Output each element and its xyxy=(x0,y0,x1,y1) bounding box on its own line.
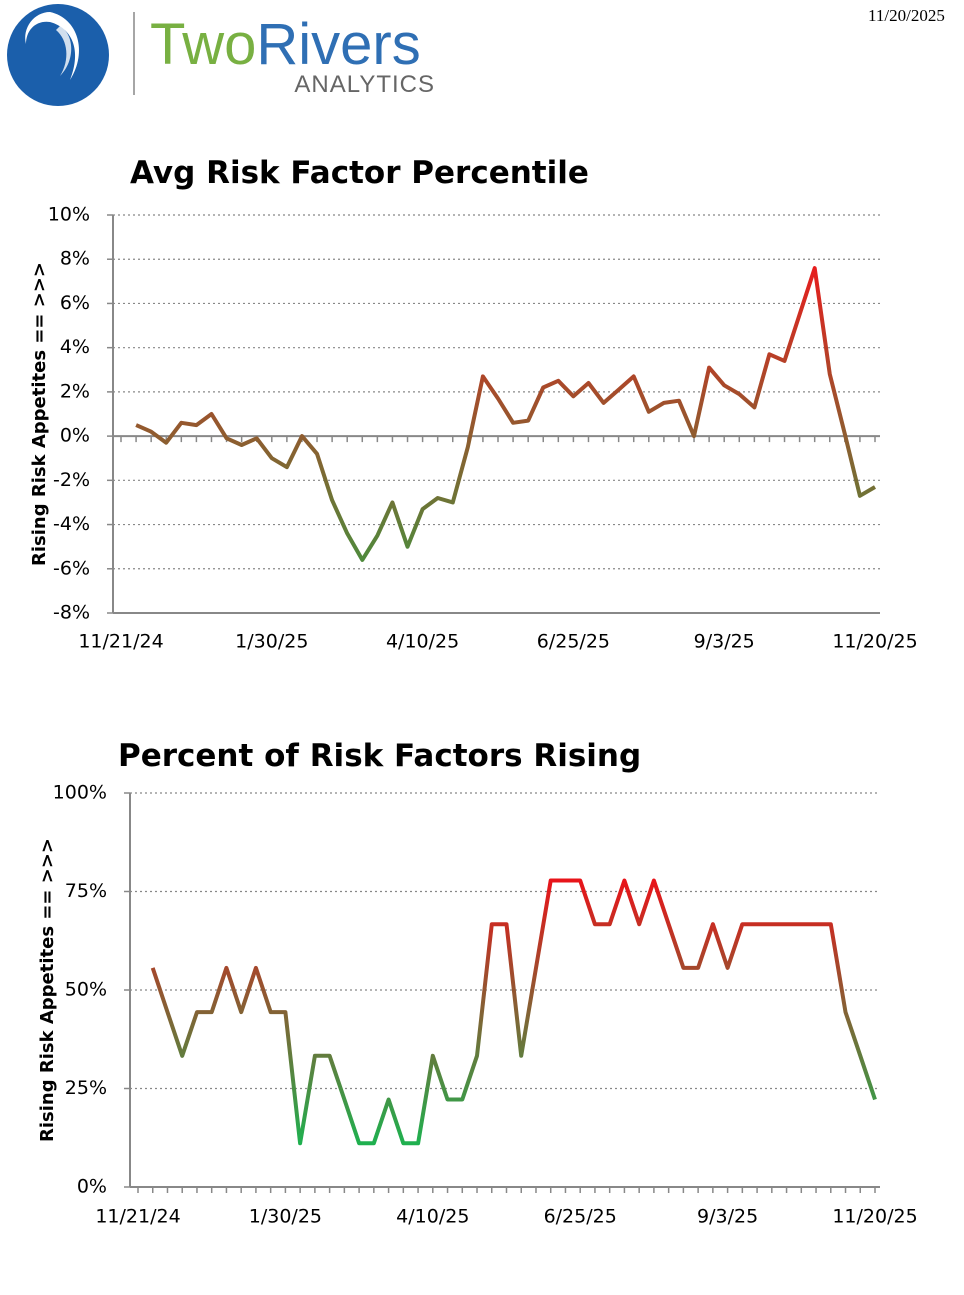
logo-swoosh xyxy=(56,26,72,76)
y-tick-label: 100% xyxy=(53,782,107,804)
x-tick-label: 11/20/25 xyxy=(832,631,917,653)
date: 11/20/2025 xyxy=(868,6,945,25)
x-tick-label: 1/30/25 xyxy=(249,1206,322,1228)
logo-swoosh xyxy=(25,12,80,80)
y-tick-label: 0% xyxy=(60,425,90,447)
y-tick-label: 2% xyxy=(60,380,90,402)
data-line xyxy=(150,878,877,1146)
y-tick-label: 0% xyxy=(77,1176,107,1198)
y-tick-label: 50% xyxy=(65,979,107,1001)
y-tick-label: 4% xyxy=(60,336,90,358)
y-tick-label: -2% xyxy=(53,469,90,491)
y-tick-label: 8% xyxy=(60,248,90,270)
y-tick-label: 10% xyxy=(48,204,90,226)
x-tick-label: 6/25/25 xyxy=(537,631,610,653)
data-line xyxy=(135,266,877,562)
x-tick-label: 11/21/24 xyxy=(78,631,163,653)
y-tick-label: 6% xyxy=(60,292,90,314)
y-tick-label: 25% xyxy=(65,1077,107,1099)
y-tick-label: -8% xyxy=(53,602,90,624)
logo: TwoRivers ANALYTICS xyxy=(7,4,435,106)
y-tick-label: -4% xyxy=(53,513,90,535)
logo-text: TwoRivers xyxy=(150,12,421,77)
logo-word: Two xyxy=(150,12,256,77)
x-tick-label: 1/30/25 xyxy=(235,631,308,653)
logo-word: Rivers xyxy=(256,12,420,77)
y-tick-label: -6% xyxy=(53,557,90,579)
chart-title: Percent of Risk Factors Rising xyxy=(118,738,641,774)
logo-subtitle: ANALYTICS xyxy=(294,71,435,98)
x-tick-label: 11/21/24 xyxy=(95,1206,180,1228)
x-tick-label: 4/10/25 xyxy=(386,631,459,653)
y-axis-label: Rising Risk Appetites == >>> xyxy=(29,262,50,566)
y-axis-label: Rising Risk Appetites == >>> xyxy=(37,838,58,1142)
x-tick-label: 11/20/25 xyxy=(832,1206,917,1228)
chart-title: Avg Risk Factor Percentile xyxy=(130,155,589,191)
x-tick-label: 6/25/25 xyxy=(544,1206,617,1228)
x-tick-label: 4/10/25 xyxy=(396,1206,469,1228)
y-tick-label: 75% xyxy=(65,880,107,902)
x-tick-label: 9/3/25 xyxy=(697,1206,758,1228)
logo-circle xyxy=(7,4,109,106)
x-tick-label: 9/3/25 xyxy=(694,631,755,653)
